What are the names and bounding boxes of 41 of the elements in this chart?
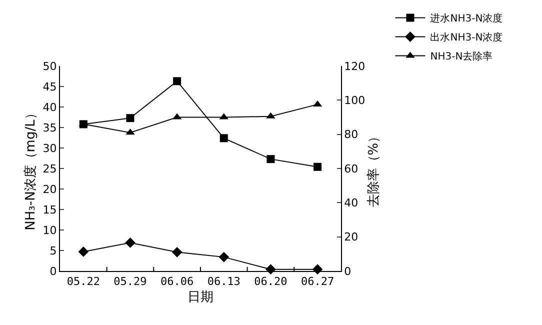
point <box>78 246 89 257</box>
point <box>312 264 323 275</box>
y2-tick-label: 120 <box>344 60 366 73</box>
y2-tick-label: 60 <box>344 162 358 176</box>
legend-label: 进水NH3-N浓度 <box>430 12 503 25</box>
x-tick-label: 06.20 <box>254 275 288 288</box>
y-tick-label: 45 <box>42 80 57 94</box>
point <box>218 252 230 262</box>
point <box>173 77 182 86</box>
point <box>266 264 276 275</box>
y2-tick-label: 40 <box>344 196 358 210</box>
y2-tick-label: 100 <box>344 94 366 108</box>
y-tick-label: 30 <box>42 142 57 155</box>
point <box>125 238 136 248</box>
y-axis-title: NH₃-N浓度（mg/L） <box>22 106 39 230</box>
point <box>172 246 182 258</box>
y-tick-label: 10 <box>42 224 57 237</box>
y-tick-label: 0 <box>50 264 57 278</box>
y-tick-label: 25 <box>42 162 57 176</box>
y-tick-label: 40 <box>42 100 57 114</box>
y-tick-label: 35 <box>42 121 57 134</box>
legend-label: NH3-N去除率 <box>430 50 493 63</box>
y-tick-label: 50 <box>42 60 57 73</box>
y-tick-label: 15 <box>42 203 57 216</box>
x-tick-label: 05.22 <box>66 275 100 288</box>
y2-axis-title: 去除率（%） <box>366 130 382 208</box>
x-axis-title: 日期 <box>187 290 214 305</box>
point <box>314 162 322 171</box>
y2-tick-label: 0 <box>344 264 352 278</box>
point <box>220 134 228 142</box>
point <box>266 155 275 164</box>
y2-tick-label: 20 <box>344 230 358 244</box>
y2-tick-label: 80 <box>344 128 358 142</box>
x-tick-label: 06.06 <box>160 275 194 288</box>
x-tick-label: 05.29 <box>114 275 147 288</box>
x-tick-label: 06.27 <box>300 275 334 288</box>
y-tick-label: 5 <box>50 244 57 258</box>
y-tick-label: 20 <box>42 182 57 196</box>
point <box>126 114 134 122</box>
legend-label: 出水NH3-N浓度 <box>430 32 503 44</box>
x-tick-label: 06.13 <box>207 275 240 288</box>
